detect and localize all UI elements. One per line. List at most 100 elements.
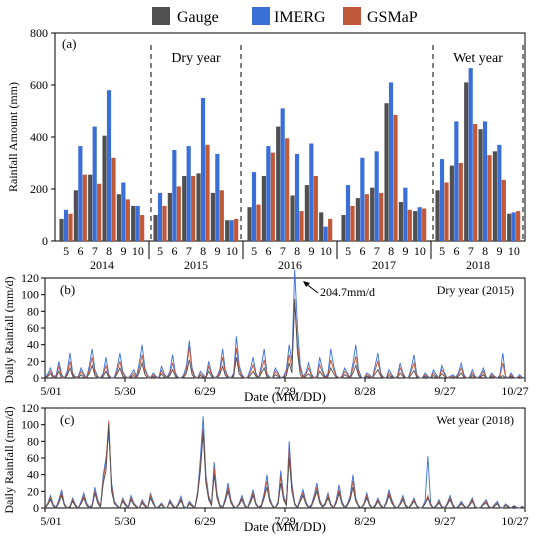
- bar-imerg: [106, 90, 112, 241]
- bar-gsmap: [458, 163, 463, 241]
- bar-gauge: [116, 194, 121, 241]
- panel-a-ytick-label: 0: [42, 234, 48, 248]
- panel-a-month-label: 6: [78, 244, 84, 258]
- panel-a-month-label: 8: [388, 244, 394, 258]
- bar-gauge: [167, 192, 172, 241]
- bar-imerg: [200, 98, 206, 241]
- ytick-label: 20: [27, 484, 39, 498]
- panel-a-month-label: 5: [251, 244, 257, 258]
- bar-imerg: [345, 185, 351, 241]
- bar-imerg: [78, 146, 83, 241]
- bar-gsmap: [219, 190, 224, 241]
- panel-a-month-label: 9: [121, 244, 127, 258]
- bar-gsmap: [379, 192, 384, 241]
- bar-chart-panel-a: (a) Rainfall Amount (mm) 0 200 400 600 800 5…: [6, 26, 526, 272]
- bar-imerg: [360, 157, 365, 241]
- panel-a-ytick-label: 200: [30, 182, 48, 196]
- bar-gsmap: [111, 157, 116, 241]
- panel-a-month-label: 9: [497, 244, 503, 258]
- bar-imerg: [280, 108, 285, 242]
- panel-a-month-label: 6: [266, 244, 272, 258]
- bar-imerg: [215, 153, 220, 241]
- bar-gauge: [384, 103, 389, 241]
- panel-c-title: Wet year (2018): [436, 413, 514, 427]
- bar-gauge: [464, 82, 469, 242]
- bar-gauge: [59, 218, 64, 241]
- bar-imerg: [186, 146, 191, 241]
- bar-imerg: [403, 187, 408, 241]
- bar-gauge: [304, 185, 309, 241]
- panel-a-yaxis: 0 200 400 600 800: [30, 26, 55, 248]
- bar-gsmap: [234, 218, 239, 241]
- panel-a-year-label: 2015: [184, 258, 208, 272]
- bar-gauge: [435, 190, 440, 241]
- xtick-label: 9/27: [434, 514, 455, 528]
- bar-gauge: [276, 126, 281, 241]
- panel-a-ytick-label: 600: [30, 78, 48, 92]
- bar-gauge: [102, 135, 107, 241]
- bar-gsmap: [422, 208, 427, 241]
- panel-a-ylabel: Rainfall Amount (mm): [6, 82, 20, 192]
- bar-gauge: [413, 211, 418, 241]
- bar-imerg: [121, 182, 126, 241]
- bar-imerg: [417, 207, 422, 241]
- bar-imerg: [172, 150, 177, 241]
- bar-gauge: [88, 174, 93, 241]
- panel-a-month-label: 5: [157, 244, 163, 258]
- ytick-label: 40: [27, 338, 39, 352]
- bar-gauge: [196, 173, 201, 241]
- bar-gsmap: [140, 215, 145, 241]
- bar-imerg: [482, 121, 488, 241]
- bar-gauge: [225, 220, 230, 241]
- bar-gsmap: [328, 218, 333, 241]
- legend-swatch-imerg: [252, 7, 270, 25]
- bar-imerg: [468, 68, 473, 241]
- bar-gauge: [319, 212, 324, 241]
- panel-c-lines: [44, 416, 526, 510]
- bar-gsmap: [82, 174, 87, 241]
- xtick-label: 6/29: [194, 514, 215, 528]
- panel-a-month-label: 7: [374, 244, 380, 258]
- ytick-label: 120: [21, 401, 39, 415]
- panel-a-month-label: 6: [360, 244, 366, 258]
- peak-label: 204.7mm/d: [320, 285, 375, 299]
- ytick-label: 0: [33, 501, 39, 515]
- panel-a-month-label: 10: [320, 244, 332, 258]
- ytick-label: 80: [27, 304, 39, 318]
- bar-gsmap: [285, 138, 290, 241]
- bar-gsmap: [125, 199, 130, 241]
- panel-b-peak-annotation: 204.7mm/d: [303, 281, 375, 299]
- legend: Gauge IMERG GSMaP: [152, 7, 418, 26]
- line-gauge: [44, 424, 526, 509]
- panel-a-month-label: 7: [280, 244, 286, 258]
- xtick-label: 9/27: [434, 384, 455, 398]
- ytick-label: 120: [21, 271, 39, 285]
- panel-a-month-label: 8: [294, 244, 300, 258]
- line-chart-panel-c: (c) Wet year (2018) Daily Rainfall (mm/d…: [2, 401, 529, 534]
- bar-imerg: [511, 212, 516, 241]
- bar-gauge: [492, 151, 497, 241]
- bar-gauge: [153, 215, 158, 241]
- bar-imerg: [323, 226, 328, 241]
- bar-gauge: [355, 198, 360, 241]
- xtick-label: 5/30: [114, 384, 135, 398]
- bar-gsmap: [501, 179, 506, 241]
- panel-a-month-label: 5: [63, 244, 69, 258]
- xtick-label: 6/29: [194, 384, 215, 398]
- panel-b-axes: 0 20 40 60 80 100 120 5/01 5/30 6/29 7/29 8/28 9/27 1…: [21, 271, 529, 398]
- bar-gauge: [478, 129, 483, 241]
- panel-b-title: Dry year (2015): [437, 283, 514, 297]
- legend-swatch-gauge: [152, 7, 170, 25]
- ytick-label: 100: [21, 288, 39, 302]
- ytick-label: 0: [33, 371, 39, 385]
- panel-a-annotation: Wet year: [453, 51, 503, 66]
- bar-imerg: [374, 151, 379, 241]
- panel-a-year-label: 2016: [278, 258, 302, 272]
- panel-a-month-label: 8: [482, 244, 488, 258]
- panel-a-bars: [59, 68, 521, 242]
- xtick-label: 5/01: [40, 514, 61, 528]
- legend-label-gsmap: GSMaP: [367, 9, 418, 26]
- legend-label-gauge: Gauge: [177, 9, 219, 26]
